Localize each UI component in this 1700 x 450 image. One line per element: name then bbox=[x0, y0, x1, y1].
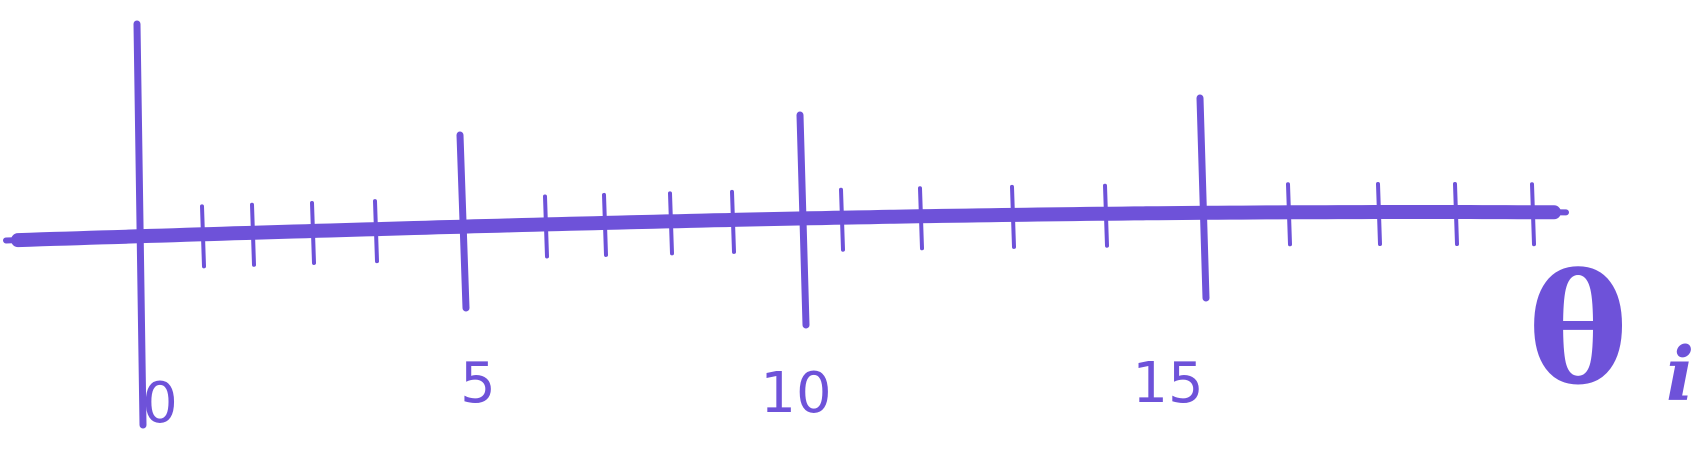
minor-tick-17 bbox=[1376, 182, 1382, 247]
end-label-subscript: i bbox=[1666, 332, 1694, 418]
minor-tick-7 bbox=[602, 192, 608, 257]
axis-line bbox=[11, 205, 1561, 248]
tick-layer bbox=[133, 20, 1536, 429]
minor-tick-14 bbox=[1103, 183, 1109, 248]
tick-label-10: 10 bbox=[760, 361, 831, 426]
minor-tick-8 bbox=[668, 191, 674, 256]
tick-label-15: 15 bbox=[1132, 351, 1203, 416]
label-layer: 0 5 10 15 θ i bbox=[142, 242, 1694, 436]
minor-tick-19 bbox=[1530, 182, 1536, 247]
minor-tick-1 bbox=[200, 204, 206, 269]
tick-label-0: 0 bbox=[142, 371, 178, 436]
minor-tick-16 bbox=[1286, 182, 1292, 247]
axis-layer bbox=[3, 205, 1569, 248]
tick-label-5: 5 bbox=[460, 351, 496, 416]
minor-tick-6 bbox=[543, 194, 549, 259]
minor-tick-11 bbox=[839, 187, 845, 252]
major-tick-5 bbox=[456, 131, 470, 312]
minor-tick-13 bbox=[1010, 184, 1016, 249]
minor-tick-9 bbox=[730, 189, 736, 254]
end-label-theta: θ bbox=[1528, 242, 1628, 418]
minor-tick-18 bbox=[1453, 182, 1459, 247]
minor-tick-2 bbox=[250, 202, 256, 267]
minor-tick-12 bbox=[918, 186, 924, 251]
major-tick-15 bbox=[1196, 94, 1210, 302]
minor-tick-3 bbox=[310, 200, 316, 265]
major-tick-10 bbox=[796, 111, 810, 329]
minor-tick-4 bbox=[373, 199, 379, 264]
major-tick-0 bbox=[133, 20, 147, 429]
